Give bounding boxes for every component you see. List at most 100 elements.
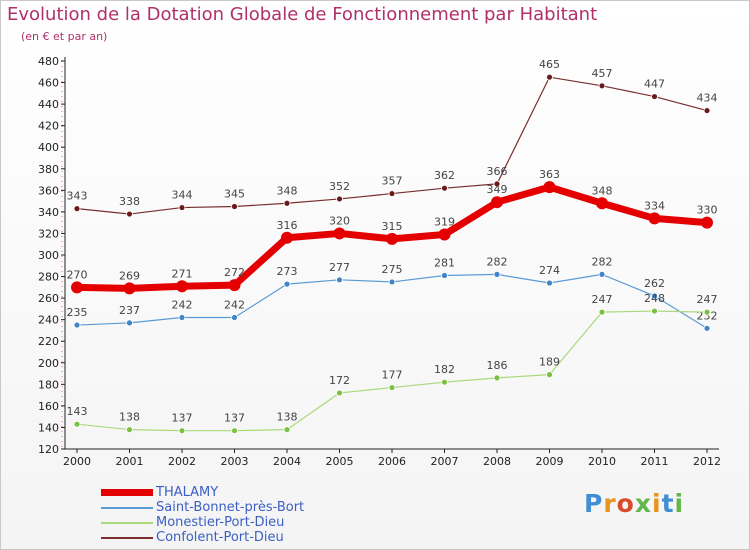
x-tick-label: 2003 xyxy=(221,455,249,468)
data-label-saint-bonnet-pr-s-bort: 242 xyxy=(224,299,245,312)
data-point-saint-bonnet-pr-s-bort xyxy=(703,324,711,332)
data-label-thalamy: 334 xyxy=(644,199,665,212)
data-point-thalamy xyxy=(228,279,241,292)
x-tick-label: 2002 xyxy=(168,455,196,468)
x-tick-label: 2009 xyxy=(536,455,564,468)
data-point-thalamy xyxy=(281,231,293,244)
data-label-monestier-port-dieu: 143 xyxy=(67,405,88,418)
data-label-thalamy: 270 xyxy=(67,268,88,281)
data-label-confolent-port-dieu: 434 xyxy=(697,92,718,105)
data-label-saint-bonnet-pr-s-bort: 242 xyxy=(172,299,193,312)
line-chart: 120 140 160 180 200 220 240 260 280 300 320 340 360 3… xyxy=(38,55,721,468)
data-point-thalamy xyxy=(701,216,713,229)
data-point-confolent-port-dieu xyxy=(178,204,186,211)
data-label-monestier-port-dieu: 137 xyxy=(224,412,245,425)
data-label-thalamy: 363 xyxy=(539,168,560,181)
data-label-confolent-port-dieu: 362 xyxy=(434,169,455,182)
data-point-thalamy xyxy=(438,228,451,241)
x-tick-label: 2012 xyxy=(693,455,721,468)
data-point-confolent-port-dieu xyxy=(651,93,658,100)
data-point-monestier-port-dieu xyxy=(703,308,711,316)
y-tick-label: 160 xyxy=(38,400,59,413)
data-label-monestier-port-dieu: 247 xyxy=(592,293,613,306)
y-tick-label: 400 xyxy=(38,141,59,154)
data-point-saint-bonnet-pr-s-bort xyxy=(178,314,186,321)
data-point-monestier-port-dieu xyxy=(388,384,396,391)
data-label-thalamy: 315 xyxy=(382,220,403,233)
data-point-monestier-port-dieu xyxy=(493,374,501,382)
data-label-confolent-port-dieu: 352 xyxy=(329,180,350,193)
data-label-thalamy: 271 xyxy=(172,267,193,280)
data-point-monestier-port-dieu xyxy=(73,420,81,428)
y-tick-label: 180 xyxy=(38,378,59,391)
x-tick-label: 2004 xyxy=(273,455,301,468)
data-label-saint-bonnet-pr-s-bort: 277 xyxy=(329,261,350,274)
legend-swatch xyxy=(101,537,153,539)
y-tick-label: 220 xyxy=(38,335,59,348)
data-label-saint-bonnet-pr-s-bort: 273 xyxy=(277,265,298,278)
data-label-monestier-port-dieu: 138 xyxy=(119,411,140,424)
data-point-monestier-port-dieu xyxy=(651,307,658,315)
y-tick-label: 380 xyxy=(38,163,59,176)
logo-letter: o xyxy=(616,489,635,518)
data-point-monestier-port-dieu xyxy=(126,426,133,434)
data-point-thalamy xyxy=(596,197,608,210)
chart-title: Evolution de la Dotation Globale de Fonc… xyxy=(7,4,598,25)
logo-letter: i xyxy=(674,489,685,518)
legend-label: Monestier-Port-Dieu xyxy=(156,515,285,530)
data-point-thalamy xyxy=(386,232,398,245)
data-label-thalamy: 320 xyxy=(329,214,350,227)
data-label-saint-bonnet-pr-s-bort: 282 xyxy=(487,255,508,268)
y-tick-label: 140 xyxy=(38,421,59,434)
data-point-saint-bonnet-pr-s-bort xyxy=(231,314,238,321)
y-tick-label: 460 xyxy=(38,77,59,90)
y-tick-label: 320 xyxy=(38,227,59,240)
legend-label: Confolent-Port-Dieu xyxy=(156,530,284,545)
y-tick-label: 280 xyxy=(38,271,59,284)
data-label-saint-bonnet-pr-s-bort: 282 xyxy=(592,255,613,268)
data-point-thalamy xyxy=(491,196,503,209)
y-tick-label: 200 xyxy=(38,357,59,370)
data-point-thalamy xyxy=(648,212,661,225)
legend-swatch xyxy=(101,522,153,524)
data-label-confolent-port-dieu: 366 xyxy=(487,165,508,178)
y-tick-label: 360 xyxy=(38,184,59,197)
data-label-monestier-port-dieu: 248 xyxy=(644,292,665,305)
logo-letter: t xyxy=(661,489,675,518)
data-label-saint-bonnet-pr-s-bort: 275 xyxy=(382,263,403,276)
data-label-monestier-port-dieu: 137 xyxy=(172,412,193,425)
data-label-saint-bonnet-pr-s-bort: 237 xyxy=(119,304,140,317)
data-point-confolent-port-dieu xyxy=(493,180,501,188)
data-label-thalamy: 319 xyxy=(434,216,455,229)
data-point-saint-bonnet-pr-s-bort xyxy=(651,292,658,300)
data-point-confolent-port-dieu xyxy=(336,195,343,203)
data-point-saint-bonnet-pr-s-bort xyxy=(388,278,396,286)
data-point-confolent-port-dieu xyxy=(73,205,81,213)
data-point-monestier-port-dieu xyxy=(336,389,343,397)
data-point-confolent-port-dieu xyxy=(441,184,448,192)
data-point-thalamy xyxy=(333,227,346,240)
y-tick-label: 420 xyxy=(38,120,59,133)
logo-letter: r xyxy=(603,489,617,518)
data-label-thalamy: 349 xyxy=(487,183,508,196)
data-point-thalamy xyxy=(71,281,83,294)
x-tick-label: 2001 xyxy=(116,455,144,468)
data-label-confolent-port-dieu: 457 xyxy=(592,67,613,80)
data-point-saint-bonnet-pr-s-bort xyxy=(73,321,81,329)
proxiti-logo: Proxiti xyxy=(584,489,684,518)
y-tick-label: 120 xyxy=(38,443,59,456)
data-label-thalamy: 272 xyxy=(224,266,245,279)
data-point-saint-bonnet-pr-s-bort xyxy=(493,270,501,278)
data-point-monestier-port-dieu xyxy=(178,427,186,435)
y-tick-label: 240 xyxy=(38,314,59,327)
y-tick-label: 260 xyxy=(38,292,59,305)
data-point-saint-bonnet-pr-s-bort xyxy=(126,319,133,327)
logo-letter: i xyxy=(652,489,662,518)
x-tick-label: 2011 xyxy=(641,455,669,468)
data-point-monestier-port-dieu xyxy=(231,427,238,435)
data-point-confolent-port-dieu xyxy=(703,107,711,114)
data-label-confolent-port-dieu: 343 xyxy=(67,190,88,203)
data-point-monestier-port-dieu xyxy=(598,308,606,316)
legend-label: THALAMY xyxy=(156,485,219,500)
